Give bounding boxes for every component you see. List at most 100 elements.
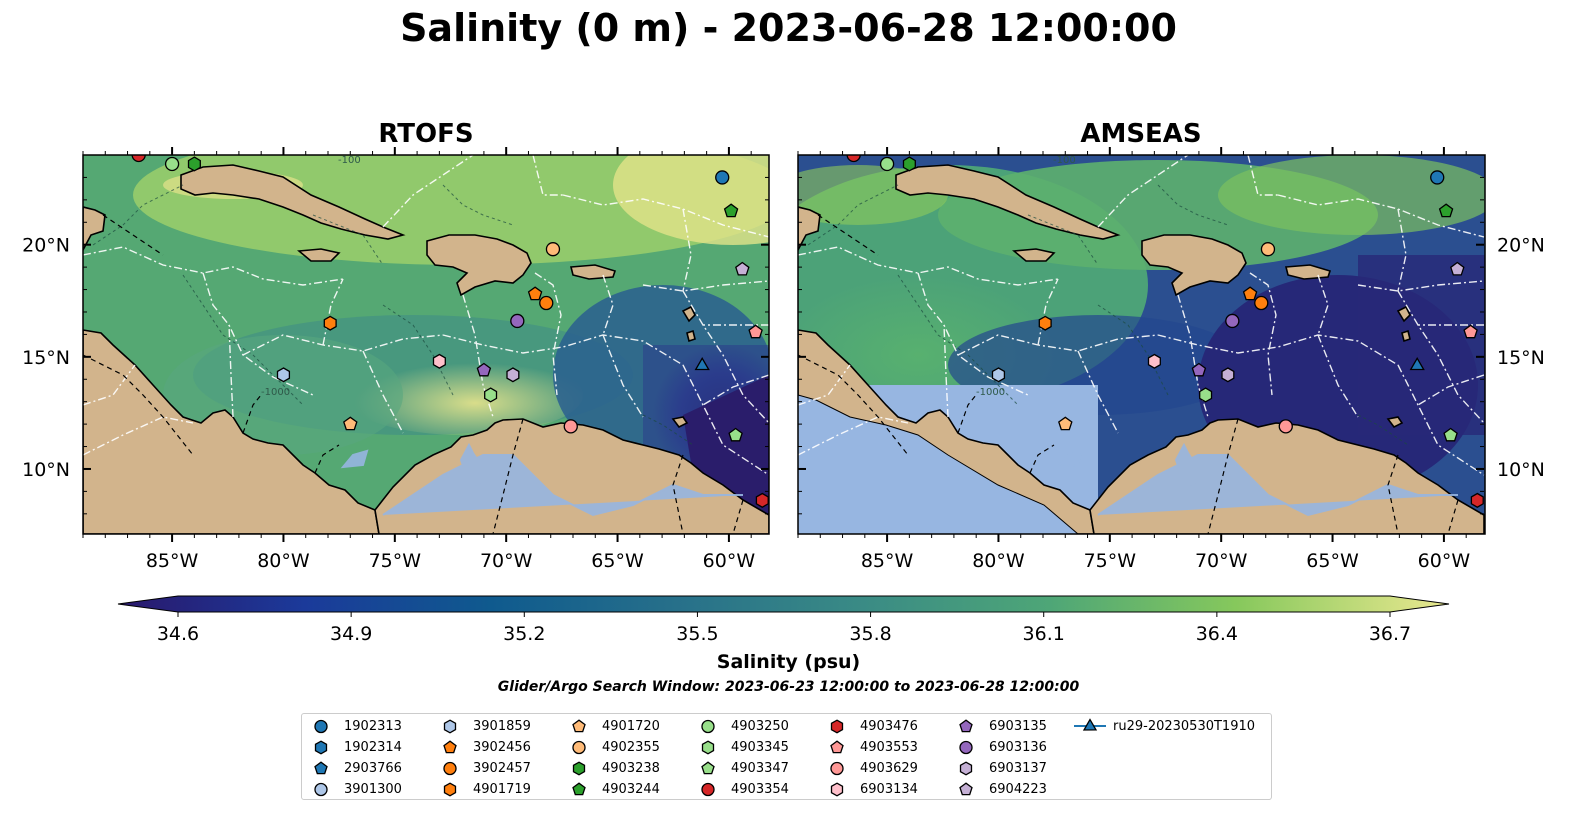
- legend-marker-icon: [443, 740, 457, 754]
- platform-marker-6903136: [1225, 313, 1240, 329]
- colorbar-tick-label: 36.7: [1369, 623, 1411, 645]
- platform-marker-3902457: [1254, 295, 1269, 311]
- platform-marker-1902313: [1430, 170, 1445, 185]
- legend-marker-icon: [830, 782, 844, 797]
- platform-marker-4901719: [1038, 315, 1052, 331]
- legend-item-1902314: 1902314: [312, 737, 402, 757]
- platform-marker-3902456: [527, 286, 543, 301]
- legend-marker-icon: [959, 761, 973, 776]
- platform-marker-4903629: [563, 419, 578, 434]
- platform-marker-4903347: [728, 427, 743, 442]
- contour-label: -1000: [261, 387, 290, 398]
- legend-item-ru29-20230530T1910: ru29-20230530T1910: [1073, 716, 1255, 736]
- legend-item-4903476: 4903476: [828, 716, 918, 736]
- legend-label: 6904223: [989, 781, 1047, 797]
- platform-marker-6903137: [1221, 367, 1235, 383]
- platform-legend: 1902313 1902314 2903766 3901300 3901859 39024…: [301, 713, 1272, 800]
- legend-marker-icon: [314, 782, 328, 797]
- legend-label: 6903136: [989, 739, 1047, 755]
- platform-marker-4903250: [879, 156, 895, 172]
- legend-item-6903134: 6903134: [828, 779, 918, 799]
- platform-marker-4903244: [1438, 203, 1454, 218]
- platform-marker-6904223: [1450, 261, 1465, 276]
- figure-title: Salinity (0 m) - 2023-06-28 12:00:00: [400, 6, 1177, 50]
- legend-label: ru29-20230530T1910: [1113, 718, 1256, 734]
- platform-marker-4903345: [484, 387, 498, 403]
- legend-marker-icon: [701, 740, 715, 755]
- platform-marker-4903238: [187, 156, 201, 172]
- platform-marker-6904223: [735, 261, 750, 276]
- platform-marker-4903476: [755, 492, 769, 508]
- lat-tick-label-right: 15°N: [1497, 347, 1545, 369]
- platform-marker-4903553: [748, 324, 763, 339]
- legend-label: 6903137: [989, 760, 1047, 776]
- legend-item-3902456: 3902456: [441, 737, 531, 757]
- colorbar-label: Salinity (psu): [716, 651, 861, 673]
- contour-label: -100: [1053, 155, 1076, 166]
- legend-label: 3901300: [344, 781, 402, 797]
- lon-tick-label: 75°W: [1084, 550, 1137, 572]
- platform-marker-4903244: [723, 203, 739, 218]
- legend-marker-icon: [830, 740, 844, 754]
- legend-item-4901720: 4901720: [570, 716, 660, 736]
- contour-label: -100: [338, 155, 361, 166]
- platform-marker-6903135: [1191, 362, 1207, 377]
- platform-marker-1902313: [715, 170, 730, 185]
- legend-label: 4903238: [602, 760, 660, 776]
- legend-item-6903135: 6903135: [957, 716, 1047, 736]
- legend-label: 4903244: [602, 781, 660, 797]
- legend-marker-icon: [443, 761, 457, 776]
- amseas-map: -1000 -100: [797, 154, 1486, 535]
- legend-item-4901719: 4901719: [441, 779, 531, 799]
- legend-label: 4903354: [731, 781, 789, 797]
- legend-label: 6903135: [989, 718, 1047, 734]
- lat-tick-label-left: 20°N: [22, 235, 70, 257]
- legend-label: 6903134: [860, 781, 918, 797]
- legend-marker-icon: [830, 719, 844, 734]
- legend-marker-icon: [314, 740, 328, 755]
- legend-item-6904223: 6904223: [957, 779, 1047, 799]
- legend-label: 4903629: [860, 760, 918, 776]
- platform-marker-4903354: [846, 155, 861, 163]
- platform-marker-4903553: [1463, 324, 1478, 339]
- legend-label: 4903345: [731, 739, 789, 755]
- lon-tick-label: 60°W: [703, 550, 756, 572]
- legend-marker-icon: [572, 719, 586, 733]
- legend-label: 3901859: [473, 718, 531, 734]
- colorbar-tick-label: 36.1: [1023, 623, 1065, 645]
- platform-marker-4901719: [323, 315, 337, 331]
- colorbar-tick-label: 34.9: [330, 623, 372, 645]
- legend-item-1902313: 1902313: [312, 716, 402, 736]
- platform-marker-3902457: [539, 295, 554, 311]
- legend-item-6903136: 6903136: [957, 737, 1047, 757]
- panel-title-amseas: AMSEAS: [1080, 119, 1202, 149]
- legend-marker-icon: [959, 740, 973, 755]
- lon-tick-label: 70°W: [480, 550, 533, 572]
- platform-marker-4903347: [1443, 427, 1458, 442]
- legend-marker-icon: [1074, 718, 1106, 731]
- colorbar-tick-label: 35.2: [503, 623, 545, 645]
- lat-tick-label-left: 10°N: [22, 459, 70, 481]
- legend-item-4903354: 4903354: [699, 779, 789, 799]
- legend-marker-icon: [959, 782, 973, 796]
- platform-marker-4902355: [545, 242, 561, 257]
- legend-label: 2903766: [344, 760, 402, 776]
- platform-marker-6903134: [1147, 353, 1161, 369]
- legend-item-4903629: 4903629: [828, 758, 918, 778]
- colorbar-tick-label: 34.6: [157, 623, 199, 645]
- colorbar: 34.6 34.9 35.2 35.5 35.8 36.1 36.4 36.7: [117, 595, 1450, 645]
- lon-tick-label: 80°W: [257, 550, 310, 572]
- platform-marker-4901720: [1058, 416, 1073, 431]
- legend-marker-icon: [314, 761, 328, 775]
- legend-marker-icon: [443, 782, 457, 797]
- platform-marker-6903134: [432, 353, 446, 369]
- legend-item-4902355: 4902355: [570, 737, 660, 757]
- contour-label: -1000: [976, 387, 1005, 398]
- legend-marker-icon: [572, 782, 586, 796]
- legend-marker-icon: [572, 740, 586, 755]
- legend-item-4903238: 4903238: [570, 758, 660, 778]
- legend-marker-icon: [314, 719, 328, 734]
- platform-marker-4903250: [164, 156, 180, 172]
- platform-marker-4903354: [131, 155, 146, 163]
